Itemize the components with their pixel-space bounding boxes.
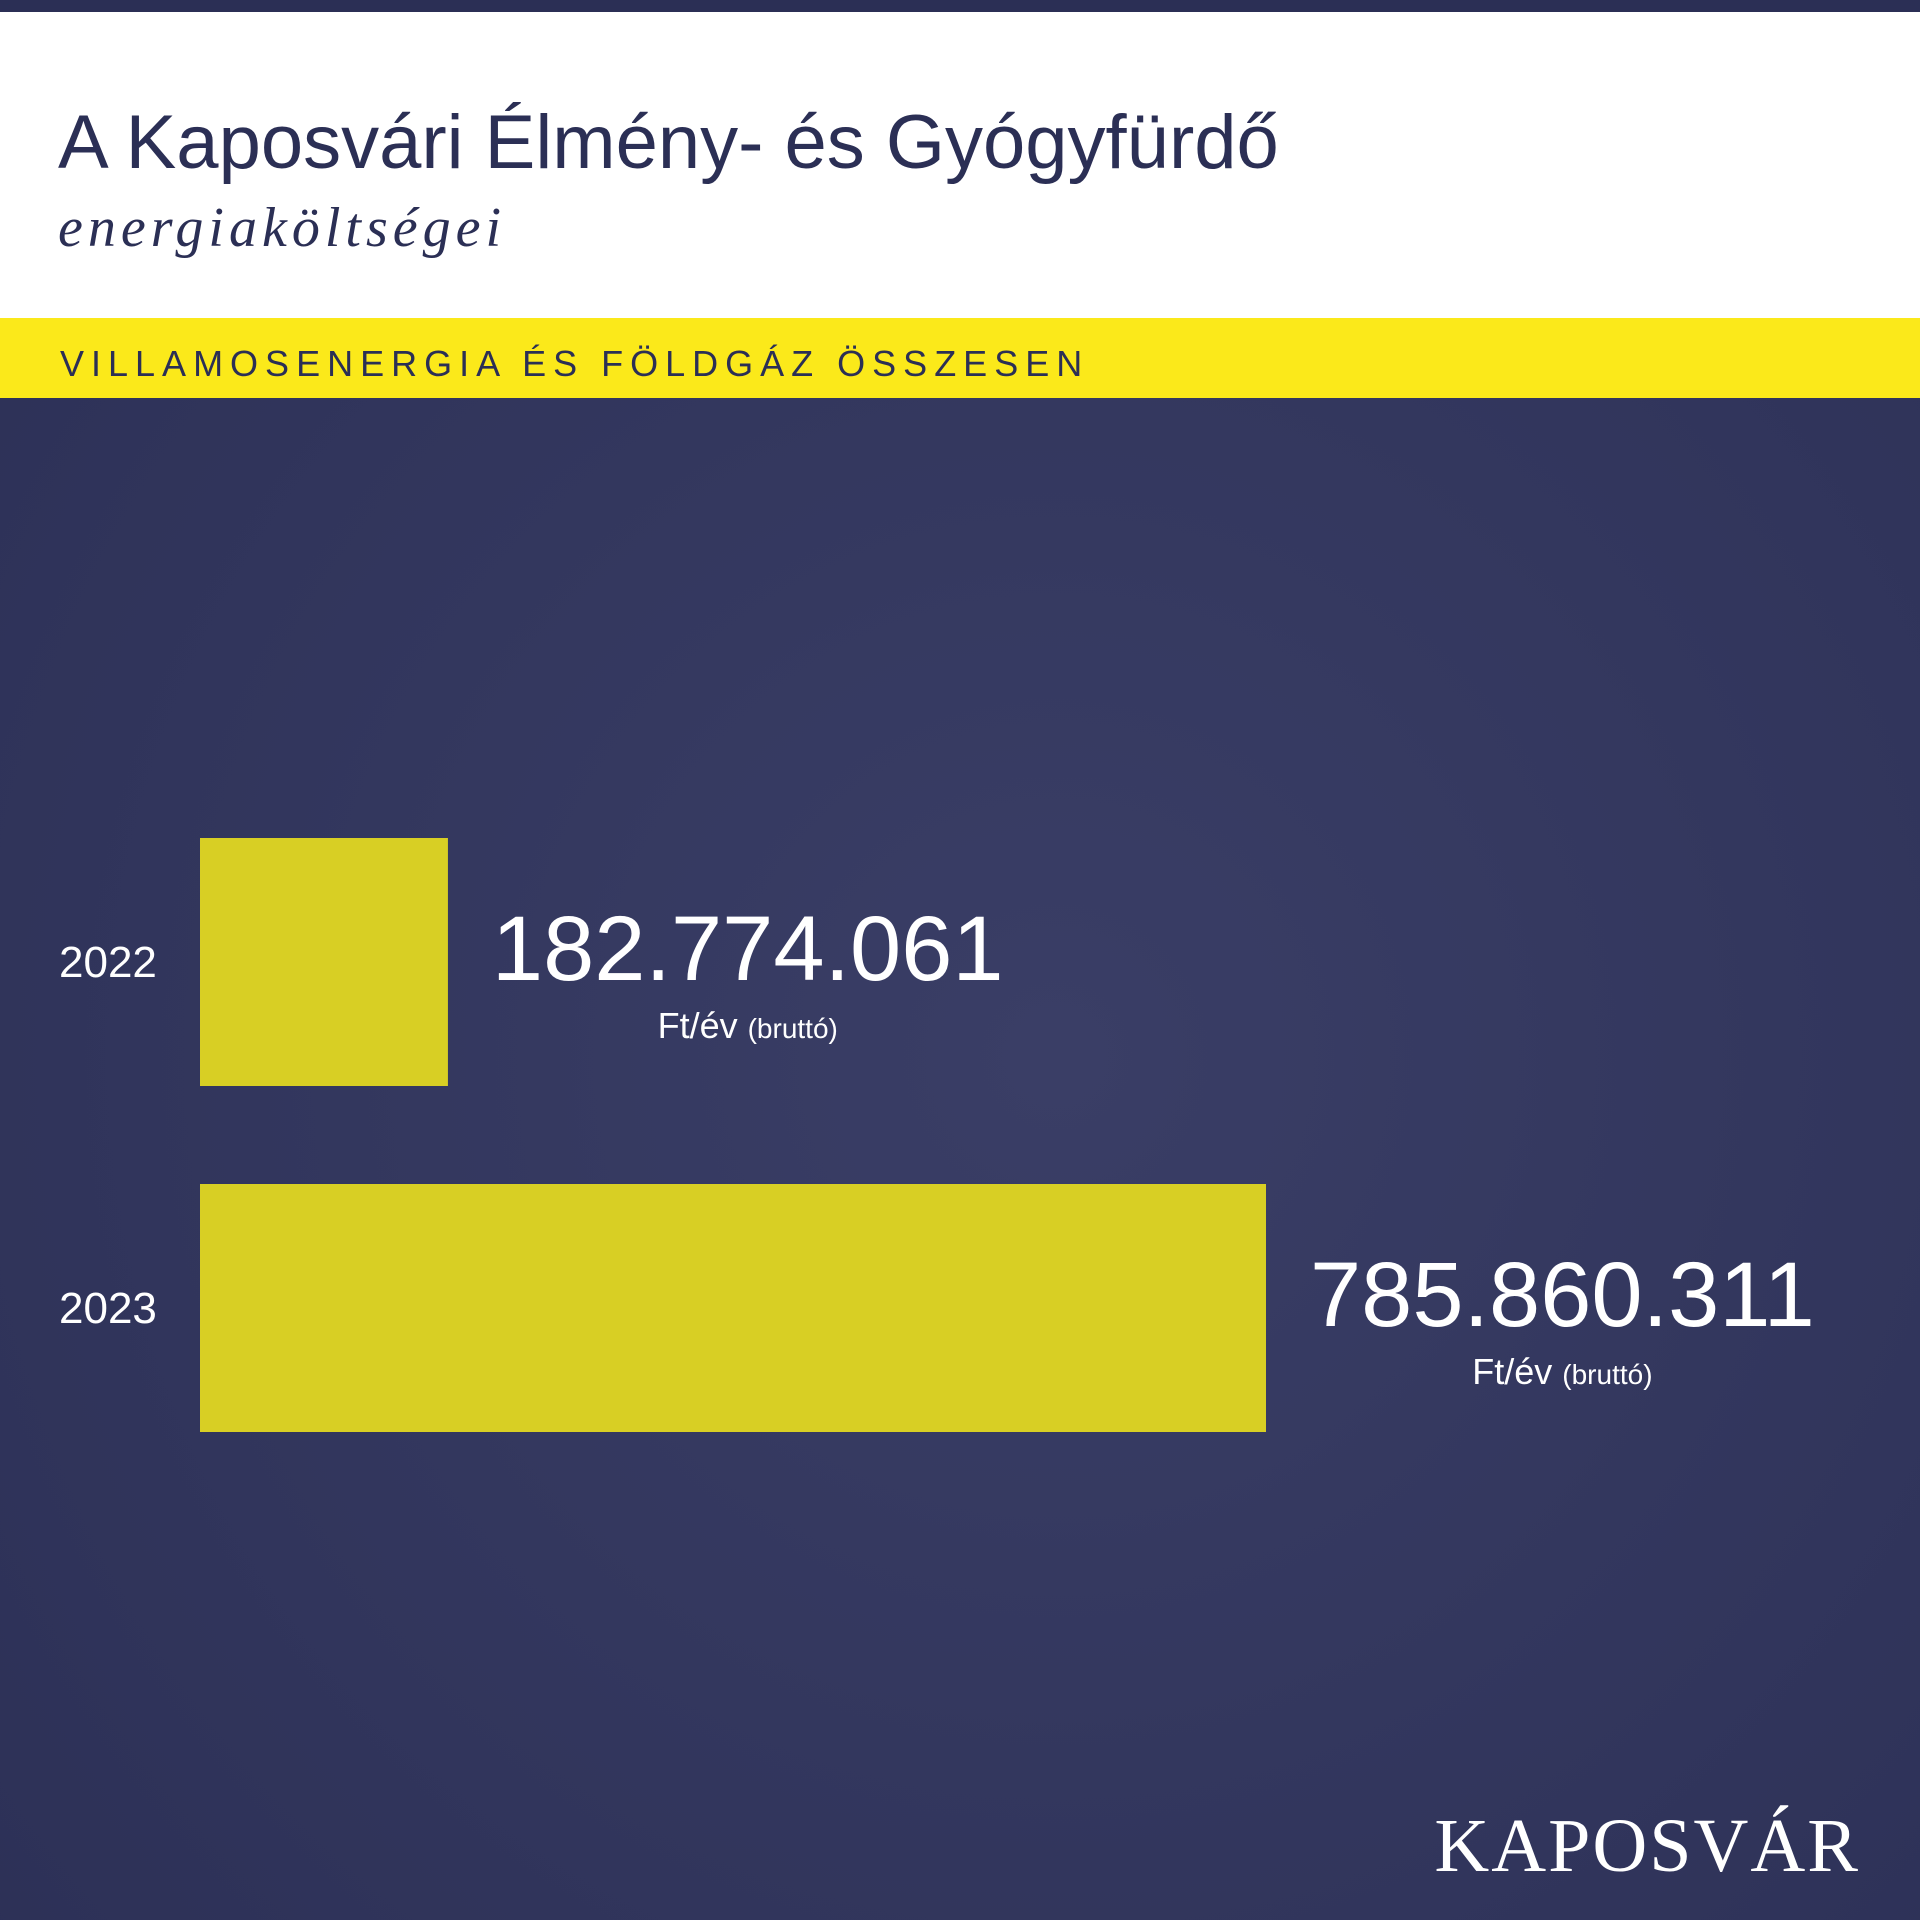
bar [200,838,448,1086]
unit-label: Ft/év (bruttó) [658,1005,838,1046]
category-label: 2022 [59,938,157,987]
title: A Kaposvári Élmény- és Gyógyfürdő [58,100,1279,185]
category-label: 2023 [59,1284,157,1333]
value-label: 182.774.061 [492,898,1004,1000]
subtitle: energiaköltségei [58,197,506,259]
bar [200,1184,1266,1432]
value-label: 785.860.311 [1310,1244,1815,1346]
unit: Ft/év [658,1005,738,1046]
top-stripe [0,0,1920,12]
unit: Ft/év [1472,1351,1552,1392]
section-title: VILLAMOSENERGIA ÉS FÖLDGÁZ ÖSSZESEN [60,343,1089,384]
section-band [0,318,1920,398]
unit-note: (bruttó) [748,1013,838,1044]
unit-label: Ft/év (bruttó) [1472,1351,1652,1392]
unit-note: (bruttó) [1562,1359,1652,1390]
logo: KAPOSVÁR [1434,1804,1860,1888]
header-panel [0,0,1920,318]
